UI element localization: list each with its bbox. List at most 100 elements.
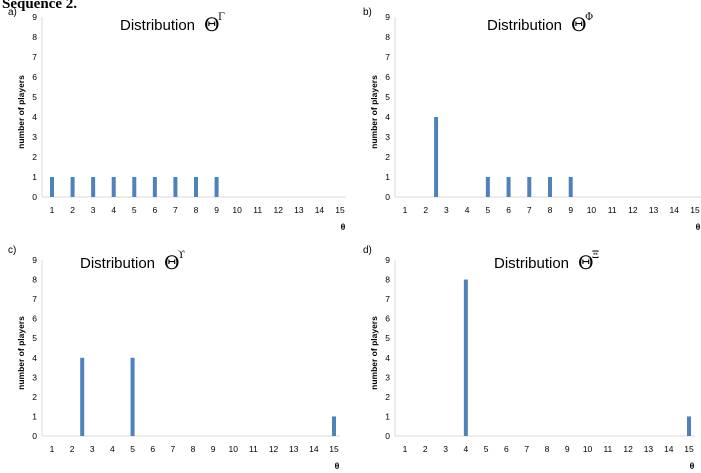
x-axis-label: θ: [341, 222, 346, 232]
bar: [111, 177, 116, 197]
x-tick-label: 4: [110, 444, 115, 454]
x-axis-label: θ: [696, 222, 701, 232]
y-tick-label: 5: [385, 92, 390, 102]
bar: [152, 177, 157, 197]
x-tick-label: 3: [90, 444, 95, 454]
bar: [506, 177, 511, 197]
chart-title: Distribution: [494, 255, 569, 272]
x-tick-label: 4: [465, 205, 470, 215]
x-tick-label: 6: [504, 444, 509, 454]
x-tick-label: 11: [249, 444, 258, 454]
chart-title: Distribution: [487, 17, 562, 34]
y-axis-label: number of players: [16, 75, 26, 149]
x-tick-label: 4: [463, 444, 468, 454]
title-superscript: ϒ: [178, 250, 185, 261]
y-tick-label: 6: [32, 72, 37, 82]
x-tick-label: 6: [506, 205, 511, 215]
bar: [434, 117, 439, 197]
x-tick-label: 11: [608, 205, 617, 215]
title-symbol: Θ: [578, 252, 594, 274]
x-tick-label: 4: [111, 205, 116, 215]
bar: [214, 177, 219, 197]
x-tick-label: 3: [91, 205, 96, 215]
y-tick-label: 0: [385, 192, 390, 202]
bar: [568, 177, 573, 197]
y-axis-label: number of players: [369, 75, 379, 149]
panel-label: c): [8, 245, 16, 256]
chart-panel-b: b) Distribution Θ Φ 0 1 2 3 4 5 6 7 8 9 1 2 3 4 5 6 7 8 9 10 11 1…: [355, 0, 701, 235]
y-axis-label: number of players: [16, 316, 26, 390]
y-tick-label: 2: [385, 392, 390, 402]
title-symbol: Θ: [164, 252, 180, 274]
chart-panel-c: c) Distribution Θ ϒ 0 1 2 3 4 5 6 7 8 9 1 2 3 4 5 6 7 8 9 10 11 1…: [0, 238, 350, 473]
bar: [485, 177, 490, 197]
bar: [548, 177, 552, 197]
bar: [130, 357, 135, 436]
x-tick-label: 9: [568, 205, 573, 215]
y-tick-label: 4: [385, 112, 390, 122]
y-tick-label: 7: [385, 52, 390, 62]
y-tick-label: 6: [385, 72, 390, 82]
x-tick-label: 1: [403, 205, 408, 215]
x-tick-label: 9: [214, 205, 219, 215]
panel-label: b): [363, 7, 372, 18]
title-superscript: Ξ: [592, 250, 599, 261]
x-tick-label: 14: [315, 205, 325, 215]
x-tick-label: 15: [329, 444, 339, 454]
y-tick-label: 9: [32, 12, 37, 22]
x-tick-label: 5: [485, 205, 490, 215]
x-tick-label: 9: [565, 444, 570, 454]
x-axis-label: θ: [335, 461, 340, 471]
y-tick-label: 1: [32, 411, 37, 421]
y-tick-label: 0: [385, 431, 390, 441]
y-tick-label: 1: [385, 172, 390, 182]
bar: [132, 177, 137, 197]
x-tick-label: 14: [309, 444, 319, 454]
y-axis-label: number of players: [369, 316, 379, 390]
bar: [463, 279, 468, 436]
y-tick-label: 9: [385, 12, 390, 22]
panel-label: d): [363, 245, 372, 256]
bar: [194, 177, 198, 197]
y-tick-label: 2: [32, 392, 37, 402]
chart-title: Distribution: [80, 255, 155, 272]
bar: [80, 357, 85, 436]
bar: [527, 177, 532, 197]
bar: [173, 177, 178, 197]
x-tick-label: 6: [150, 444, 155, 454]
x-tick-label: 2: [423, 205, 428, 215]
x-tick-label: 5: [130, 444, 135, 454]
y-tick-label: 5: [32, 92, 37, 102]
title-superscript: Γ: [218, 12, 225, 23]
x-tick-label: 3: [443, 444, 448, 454]
x-tick-label: 8: [191, 444, 196, 454]
bar: [70, 177, 75, 197]
chart-title: Distribution: [120, 17, 195, 34]
x-tick-label: 10: [587, 205, 597, 215]
page-heading: Sequence 2.: [2, 0, 77, 12]
y-tick-label: 2: [385, 152, 390, 162]
x-tick-label: 13: [649, 205, 659, 215]
x-tick-label: 5: [132, 205, 137, 215]
x-tick-label: 3: [444, 205, 449, 215]
x-tick-label: 14: [670, 205, 680, 215]
y-tick-label: 6: [32, 314, 37, 324]
y-tick-label: 8: [32, 275, 37, 285]
x-tick-label: 2: [70, 444, 75, 454]
title-symbol: Θ: [204, 14, 220, 36]
x-tick-label: 12: [269, 444, 279, 454]
x-tick-label: 15: [690, 205, 700, 215]
x-tick-label: 15: [684, 444, 694, 454]
x-tick-label: 13: [294, 205, 304, 215]
x-tick-label: 2: [70, 205, 75, 215]
chart-panel-d: d) Distribution Θ Ξ 0 1 2 3 4 5 6 7 8 9 1 2 3 4 5 6 7 8 9 10 11 1…: [355, 238, 701, 473]
bar: [91, 177, 96, 197]
y-tick-label: 0: [32, 192, 37, 202]
title-superscript: Φ: [585, 12, 593, 23]
y-tick-label: 8: [385, 32, 390, 42]
x-tick-label: 2: [423, 444, 428, 454]
y-tick-label: 9: [385, 255, 390, 265]
